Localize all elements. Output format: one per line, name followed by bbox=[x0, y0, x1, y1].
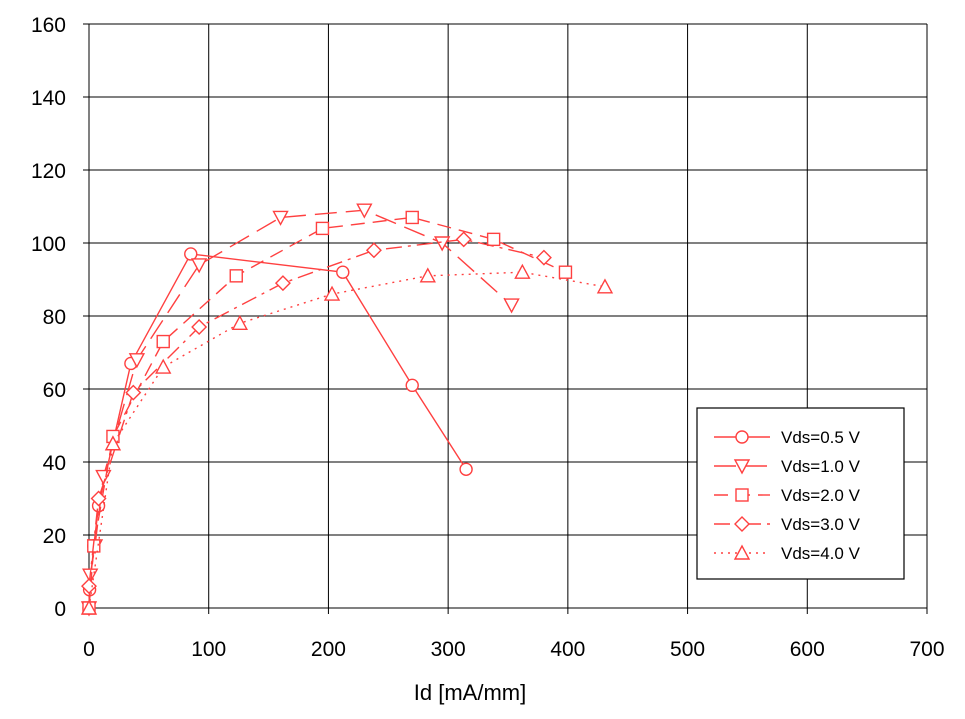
data-point bbox=[191, 318, 208, 335]
series-line bbox=[88, 238, 545, 587]
data-point bbox=[80, 599, 98, 615]
y-tick-label: 20 bbox=[43, 525, 66, 548]
data-point bbox=[323, 285, 341, 301]
legend-marker bbox=[733, 459, 751, 475]
y-tick-label: 160 bbox=[31, 14, 66, 37]
series-5 bbox=[80, 263, 614, 615]
x-axis-title: Id [mA/mm] bbox=[414, 680, 526, 705]
data-point bbox=[433, 236, 451, 252]
x-tick-label: 300 bbox=[431, 638, 466, 661]
data-point bbox=[128, 353, 146, 369]
data-point bbox=[419, 267, 436, 283]
x-tick-label: 400 bbox=[550, 638, 585, 661]
data-point bbox=[229, 269, 243, 283]
data-point bbox=[486, 232, 501, 247]
x-tick-label: 100 bbox=[191, 638, 226, 661]
legend-marker bbox=[734, 516, 750, 532]
data-point bbox=[184, 247, 198, 261]
series-4 bbox=[81, 231, 552, 595]
data-point bbox=[274, 275, 291, 292]
data-point bbox=[558, 265, 573, 279]
data-point bbox=[405, 210, 419, 225]
data-point bbox=[356, 203, 373, 219]
x-tick-label: 200 bbox=[311, 638, 346, 661]
legend-label: Vds=2.0 V bbox=[781, 486, 861, 505]
y-tick-label: 60 bbox=[43, 379, 66, 402]
data-point bbox=[315, 221, 330, 236]
data-point bbox=[503, 298, 520, 314]
data-point bbox=[596, 278, 614, 294]
legend-label: Vds=4.0 V bbox=[781, 544, 861, 563]
data-point bbox=[455, 231, 472, 248]
legend-label: Vds=3.0 V bbox=[781, 515, 861, 534]
legend: Vds=0.5 V Vds=1.0 V Vds=2.0 V Vds=3.0 V Vds=… bbox=[696, 407, 905, 580]
tick-labels: 0 100 200 300 400 500 600 700 0 20 40 60 80 100 120 140… bbox=[31, 14, 945, 661]
data-point bbox=[272, 210, 289, 226]
data-point bbox=[231, 314, 249, 330]
y-tick-label: 80 bbox=[43, 306, 66, 329]
data-point bbox=[336, 265, 350, 279]
y-tick-label: 100 bbox=[31, 233, 66, 256]
legend-marker bbox=[733, 544, 751, 560]
data-point bbox=[190, 258, 208, 274]
x-tick-label: 500 bbox=[670, 638, 705, 661]
data-point bbox=[459, 462, 473, 476]
series-3 bbox=[82, 210, 573, 615]
data-point bbox=[155, 358, 172, 374]
data-point bbox=[405, 378, 419, 393]
data-point bbox=[514, 263, 531, 279]
legend-label: Vds=1.0 V bbox=[781, 457, 861, 476]
data-point bbox=[90, 490, 107, 507]
data-point bbox=[125, 384, 142, 401]
x-tick-label: 600 bbox=[790, 638, 825, 661]
data-point bbox=[535, 249, 552, 266]
x-tick-label: 0 bbox=[83, 638, 95, 661]
data-point bbox=[104, 435, 122, 451]
legend-label: Vds=0.5 V bbox=[781, 428, 861, 447]
data-point bbox=[156, 334, 170, 349]
y-tick-label: 40 bbox=[43, 452, 66, 475]
legend-marker bbox=[735, 488, 749, 502]
x-tick-label: 700 bbox=[909, 638, 944, 661]
y-tick-label: 120 bbox=[31, 160, 66, 183]
y-tick-label: 140 bbox=[31, 87, 66, 110]
series-layer bbox=[80, 203, 614, 617]
y-tick-label: 0 bbox=[54, 598, 66, 621]
data-point bbox=[81, 578, 97, 595]
data-point bbox=[365, 242, 382, 259]
legend-marker bbox=[735, 430, 749, 444]
